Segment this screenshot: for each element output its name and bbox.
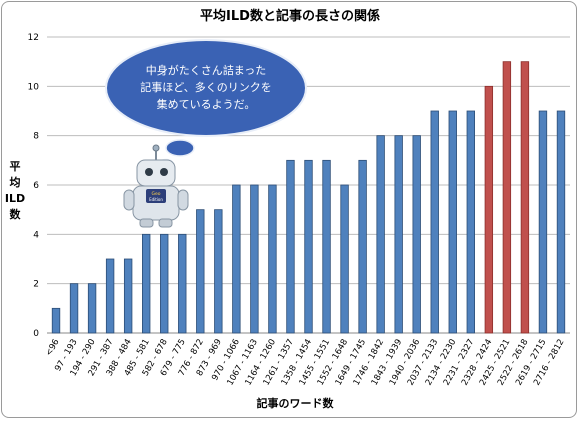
x-tick-label: <96 [44,338,62,359]
bar-6 [160,233,169,334]
thought-bubble: 中身がたくさん詰まった 記事ほど、多くのリンクを 集めているようだ。 [105,39,307,170]
y-axis-ticks: 0 2 4 6 8 10 12 [28,33,40,339]
bar-16 [340,184,349,334]
bar-19 [394,135,403,334]
bar-1 [69,283,79,334]
bar-23 [466,110,475,334]
bubble-cloud [105,39,307,137]
y-tick-label: 4 [33,230,39,240]
bar-11 [250,184,259,334]
y-tick-label: 0 [33,329,39,339]
bar-15 [322,159,331,334]
y-axis-title-part: 平 [10,160,21,173]
y-tick-label: 8 [33,132,39,142]
mascot-badge-line-2: Edition [149,197,163,202]
y-axis-title-part: 数 [10,207,22,221]
y-axis-title-part: 均 [10,175,21,189]
bar-28 [556,110,566,334]
callout-line-2: 記事ほど、多くのリンクを [140,80,271,94]
y-tick-label: 12 [28,33,39,43]
y-tick-label: 10 [28,82,40,92]
bar-3 [105,258,115,334]
bar-21 [430,110,439,334]
y-axis-title: 平均 ILD 数 [5,160,25,221]
bar-17 [358,159,367,334]
bar-26 [520,61,530,334]
y-tick-label: 2 [33,280,39,290]
bar-7 [178,233,187,334]
bar-24 [484,85,494,334]
bar-8 [196,209,205,334]
bar-9 [214,209,223,334]
bar-14 [304,159,313,334]
bubble-dot-large [165,139,195,157]
bar-20 [412,135,421,334]
chart-title: 平均ILD数と記事の長さの関係 [200,8,380,24]
bar-10 [232,184,241,334]
bar-2 [87,283,97,334]
x-axis-title: 記事のワード数 [257,396,335,410]
bar-5 [142,233,151,334]
bar-4 [123,258,133,334]
bar-13 [286,159,295,334]
bar-18 [376,135,385,334]
bar-27 [538,110,548,334]
mascot-badge-line-1: Geo [151,191,160,197]
bar-0 [51,307,61,334]
robot-mascot-icon: Geo Edition [123,144,189,228]
callout-line-3: 集めているようだ。 [157,97,256,111]
grid-lines [47,36,570,334]
bar-22 [448,110,457,334]
y-tick-label: 6 [33,181,39,191]
callout-line-1: 中身がたくさん詰まった [146,63,267,77]
y-axis-title-part: ILD [5,192,25,205]
bar-25 [502,61,512,334]
bars [51,61,566,334]
bar-12 [268,184,277,334]
